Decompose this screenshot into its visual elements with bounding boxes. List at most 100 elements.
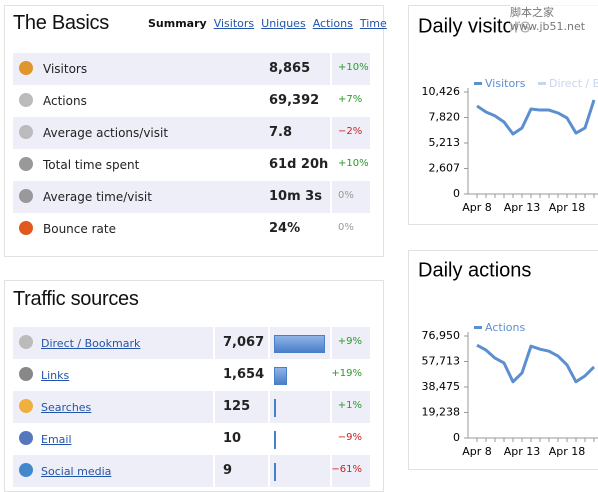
actions-panel	[408, 250, 598, 470]
stat-row: Total time spent 61d 20h +10%	[13, 149, 370, 181]
stat-row: Bounce rate 24% 0%	[13, 213, 370, 245]
tab-link[interactable]: Actions	[312, 17, 353, 30]
stat-value: 24%	[269, 221, 301, 236]
y-tick-label: 19,238	[422, 405, 461, 418]
stat-value: 7.8	[269, 125, 293, 140]
source-value: 125	[223, 399, 251, 414]
visitors-panel	[408, 5, 598, 225]
stat-label: Bounce rate	[43, 222, 116, 236]
source-change: −9%	[337, 432, 362, 443]
source-link[interactable]: Searches	[41, 401, 92, 414]
source-link[interactable]: Social media	[41, 465, 112, 478]
icon	[19, 93, 33, 107]
stat-change: 0%	[338, 190, 354, 201]
separator	[330, 327, 332, 359]
separator	[268, 327, 270, 359]
tabs: Summary Visitors Uniques Actions Time	[148, 17, 394, 30]
stat-change: +7%	[338, 94, 363, 105]
watermark: 脚本之家 www.jb51.net	[510, 4, 598, 33]
icon	[19, 125, 33, 139]
icon	[19, 463, 33, 477]
separator	[330, 85, 332, 117]
source-link[interactable]: Links	[41, 369, 70, 382]
separator	[213, 455, 215, 487]
stat-change: +10%	[338, 62, 369, 73]
basics-title: The Basics	[13, 12, 109, 34]
source-row: Searches 125 +1%	[13, 391, 370, 423]
stat-label: Total time spent	[43, 158, 140, 172]
separator	[330, 455, 332, 487]
stat-row: Actions 69,392 +7%	[13, 85, 370, 117]
series-line	[476, 343, 596, 384]
y-tick-label: 38,475	[422, 380, 461, 393]
legend-label: Visitors	[485, 77, 526, 90]
separator	[213, 423, 215, 455]
tab-active: Summary	[148, 17, 207, 30]
separator	[330, 181, 332, 213]
chart-title: Daily visitors	[418, 15, 530, 37]
source-value: 10	[223, 431, 242, 446]
stat-value: 69,392	[269, 93, 320, 108]
separator	[268, 391, 270, 423]
icon	[19, 399, 33, 413]
source-bar	[274, 431, 276, 449]
icon	[19, 189, 33, 203]
traffic-title: Traffic sources	[13, 288, 139, 310]
icon	[19, 157, 33, 171]
charts: Daily visitors Visitors Direct / Bookmark 0…	[418, 15, 598, 458]
legend-label: Actions	[485, 321, 525, 334]
source-value: 1,654	[223, 367, 265, 382]
stat-label: Average time/visit	[43, 190, 152, 204]
source-link[interactable]: Direct / Bookmark	[41, 337, 141, 350]
y-tick-label: 57,713	[422, 354, 461, 367]
page: The Basics Summary Visitors Uniques Actions…	[4, 4, 598, 492]
tab-link[interactable]: Time	[359, 17, 387, 30]
source-row: Links 1,654 +19%	[13, 359, 370, 391]
separator	[330, 359, 332, 391]
stat-label: Average actions/visit	[43, 126, 169, 140]
icon	[19, 431, 33, 445]
icon	[19, 221, 33, 235]
series-line	[476, 99, 596, 136]
separator	[268, 359, 270, 391]
chart-title: Daily actions	[418, 259, 531, 281]
y-tick-label: 0	[453, 431, 460, 444]
y-tick-label: 5,213	[429, 136, 461, 149]
tab-link[interactable]: Uniques	[261, 17, 306, 30]
separator	[330, 391, 332, 423]
x-tick-label: Apr 13	[504, 201, 541, 214]
y-tick-label: 2,607	[429, 161, 461, 174]
source-row: Direct / Bookmark 7,067 +9%	[13, 327, 370, 359]
source-change: +1%	[337, 400, 362, 411]
stat-row: Visitors 8,865 +10%	[13, 53, 370, 85]
stat-value: 61d 20h	[269, 157, 329, 172]
legend-swatch	[474, 82, 482, 85]
x-tick-label: Apr 18	[549, 201, 586, 214]
source-change: −61%	[331, 464, 362, 475]
separator	[330, 117, 332, 149]
y-tick-label: 7,820	[429, 110, 461, 123]
stat-change: 0%	[338, 222, 354, 233]
stat-row: Average actions/visit 7.8 −2%	[13, 117, 370, 149]
source-bar	[274, 367, 287, 385]
source-value: 7,067	[223, 335, 265, 350]
source-bar	[274, 399, 276, 417]
stat-label: Visitors	[43, 62, 88, 76]
source-link[interactable]: Email	[41, 433, 72, 446]
separator	[213, 359, 215, 391]
legend-label: Direct / Bookmark	[549, 77, 598, 90]
stat-change: −2%	[338, 126, 363, 137]
separator	[330, 213, 332, 245]
icon	[19, 367, 33, 381]
legend-swatch	[474, 326, 482, 329]
stat-label: Actions	[43, 94, 87, 108]
tab-link[interactable]: Visitors	[213, 17, 255, 30]
separator	[268, 455, 270, 487]
x-tick-label: Apr 13	[504, 445, 541, 458]
icon	[19, 61, 33, 75]
source-change: +9%	[337, 336, 362, 347]
x-tick-label: Apr 8	[462, 201, 492, 214]
stat-change: +10%	[338, 158, 369, 169]
stat-value: 8,865	[269, 61, 311, 76]
source-bar	[274, 335, 325, 353]
